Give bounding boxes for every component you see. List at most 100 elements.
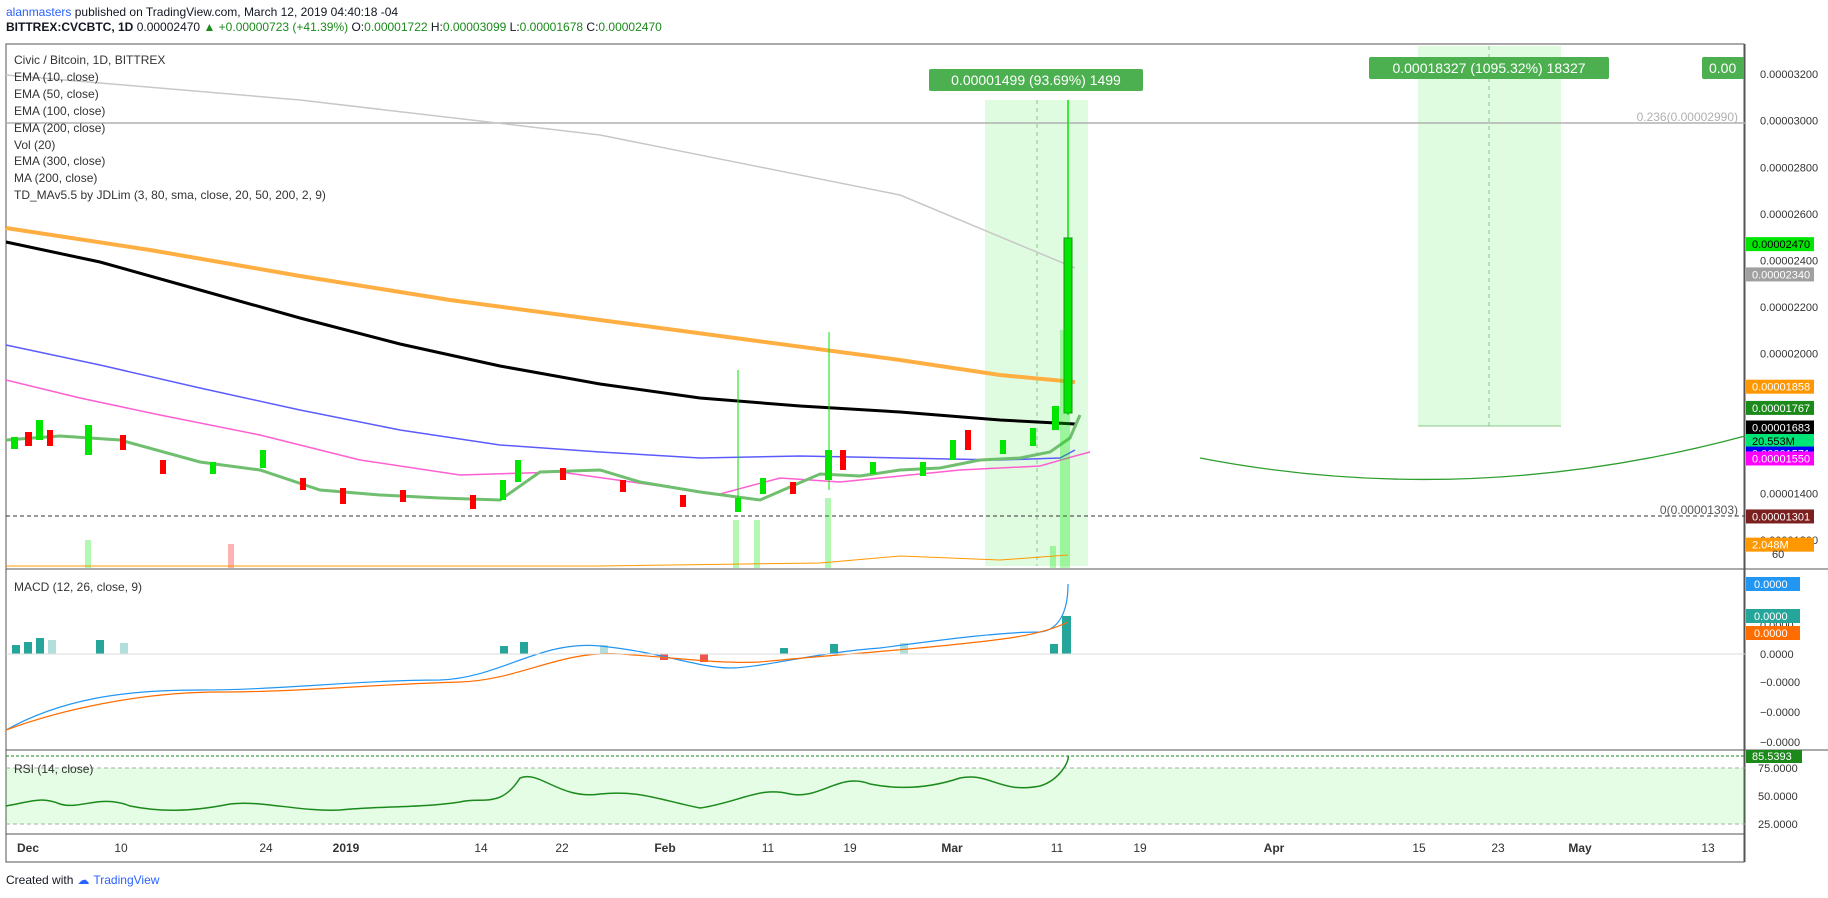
time-tick: 15 (1412, 841, 1426, 855)
macd-badge-text: 0.0000 (1754, 611, 1788, 623)
candle[interactable] (950, 440, 956, 460)
candle[interactable] (11, 437, 18, 449)
ema50-line[interactable] (5, 379, 1091, 495)
macd-bar (12, 645, 20, 654)
publish-info: alanmasters published on TradingView.com… (6, 5, 398, 20)
candle[interactable] (1030, 428, 1036, 446)
author-link[interactable]: alanmasters (6, 5, 72, 19)
macd-bar (830, 644, 838, 654)
time-tick: Apr (1264, 841, 1285, 855)
legend-indicator[interactable]: MA (200, close) (14, 171, 98, 186)
ema300-line[interactable] (5, 226, 1076, 384)
time-tick: 19 (843, 841, 857, 855)
measure-label-1[interactable] (929, 69, 1143, 91)
tradingview-link[interactable]: TradingView (93, 873, 160, 887)
macd-label: MACD (12, 26, close, 9) (14, 580, 142, 594)
legend-indicator[interactable]: EMA (300, close) (14, 154, 106, 169)
time-axis[interactable]: Dec 10 24 2019 14 22 Feb 11 19 Mar 11 19 Apr 15 23 May 1… (17, 841, 1715, 855)
up-arrow-icon: ▲ (203, 20, 216, 34)
price-badge (1746, 433, 1814, 448)
time-tick: 11 (1051, 841, 1064, 855)
candle[interactable] (25, 432, 32, 446)
chart-frame (5, 43, 1745, 863)
volume-bar[interactable] (754, 520, 760, 568)
price-badge-text: 0.00002340 (1752, 269, 1810, 281)
candle[interactable] (515, 460, 521, 482)
projection-curve[interactable] (1199, 435, 1746, 481)
price-badge-text: 0.00001767 (1752, 403, 1810, 415)
price-tick: 0.00002600 (1760, 209, 1818, 221)
ema200-line[interactable] (5, 240, 1076, 426)
macd-signal-line[interactable] (5, 621, 1069, 731)
legend-indicator[interactable]: TD_MAv5.5 by JDLim (3, 80, sma, close, 2… (14, 188, 326, 203)
volume-bars[interactable] (85, 330, 1070, 568)
macd-histogram[interactable] (12, 616, 1071, 662)
legend-indicator[interactable]: EMA (50, close) (14, 86, 99, 101)
measure-text-3: 0.00 (1709, 60, 1736, 76)
legend-indicator[interactable]: Vol (20) (14, 137, 56, 152)
candle[interactable] (36, 420, 43, 440)
price-tick: 0.00002000 (1760, 349, 1818, 361)
candles[interactable] (11, 100, 1073, 512)
candle[interactable] (85, 425, 92, 455)
price-tick: 0.00002400 (1760, 255, 1818, 267)
candle[interactable] (47, 430, 53, 446)
macd-bar (1062, 616, 1071, 654)
candle[interactable] (1000, 440, 1006, 454)
macd-badge-text: 0.0000 (1754, 628, 1788, 640)
candle[interactable] (790, 482, 796, 494)
candle[interactable] (210, 462, 216, 474)
fib-label-0: 0(0.00001303) (1660, 503, 1738, 517)
volume-bar[interactable] (228, 544, 234, 568)
ma200-line[interactable] (5, 74, 1076, 269)
price-tick: 0.00002800 (1760, 162, 1818, 174)
price-tick: 0.00003200 (1760, 69, 1818, 81)
candle[interactable] (760, 478, 766, 494)
candle[interactable] (1052, 406, 1059, 430)
volume-bar[interactable] (85, 540, 91, 568)
candle-last[interactable] (1063, 237, 1073, 414)
measure-label-3[interactable] (1702, 57, 1744, 79)
rsi-line[interactable] (5, 755, 1069, 812)
macd-bar (780, 648, 788, 654)
candle[interactable] (340, 488, 346, 504)
price-badge-text: 0.00001858 (1752, 382, 1810, 394)
price-badge (1746, 267, 1814, 282)
candle[interactable] (260, 450, 266, 468)
ema10-line[interactable] (5, 414, 1082, 502)
time-tick: 2019 (333, 841, 360, 855)
candle[interactable] (470, 495, 476, 509)
close-label: C: (586, 20, 599, 34)
candle[interactable] (160, 460, 166, 474)
candle[interactable] (870, 462, 876, 474)
candle[interactable] (920, 462, 926, 476)
candle[interactable] (620, 480, 626, 492)
candle[interactable] (680, 495, 686, 507)
candle[interactable] (120, 435, 126, 450)
price-tick: 0.00002200 (1760, 302, 1818, 314)
measure-label-2[interactable] (1369, 57, 1609, 79)
open-value: 0.00001722 (364, 20, 428, 34)
volume-bar[interactable] (733, 520, 739, 568)
legend-indicator[interactable]: EMA (100, close) (14, 103, 106, 118)
legend-indicator[interactable]: EMA (10, close) (14, 69, 99, 84)
macd-line[interactable] (5, 583, 1069, 731)
volume-bar[interactable] (1050, 546, 1056, 568)
tradingview-logo-icon[interactable]: ☁ (77, 873, 90, 887)
legend-indicator[interactable]: EMA (200, close) (14, 120, 106, 135)
volume-bar[interactable] (825, 498, 831, 568)
high-value: 0.00003099 (442, 20, 507, 34)
candle[interactable] (400, 490, 406, 502)
macd-bar (700, 654, 708, 662)
candle[interactable] (300, 478, 306, 490)
candle[interactable] (500, 480, 506, 500)
footer: Created with ☁ TradingView (6, 873, 159, 887)
volume-bar[interactable] (1060, 330, 1070, 568)
measure-zone-2[interactable] (1418, 46, 1561, 426)
candle[interactable] (965, 430, 971, 450)
macd-badge (1746, 577, 1800, 591)
candle[interactable] (840, 450, 846, 470)
candle[interactable] (560, 468, 566, 480)
price-badge (1746, 537, 1814, 552)
